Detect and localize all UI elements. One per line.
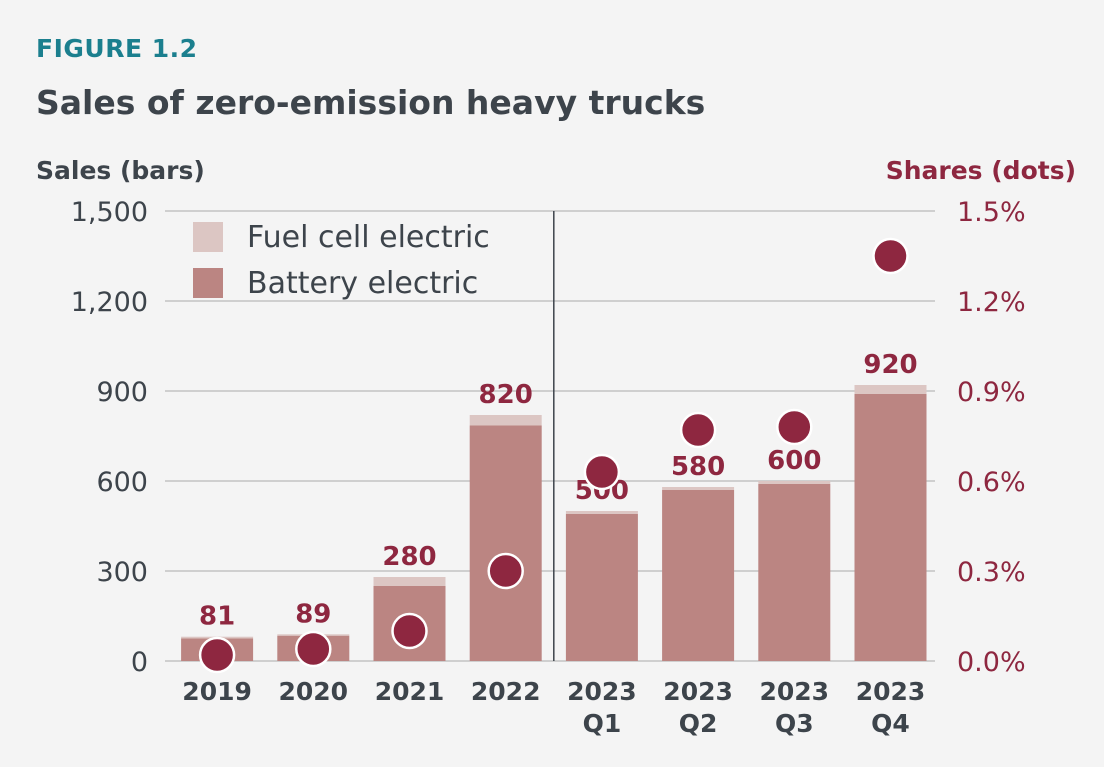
- bar-battery: [758, 484, 831, 661]
- bar-fuel-cell: [758, 481, 831, 484]
- bar-fuel-cell: [854, 385, 927, 394]
- share-dot: [391, 612, 428, 650]
- y-tick-left: 0: [131, 647, 148, 678]
- bar-fuel-cell: [662, 487, 735, 490]
- share-dot: [776, 408, 813, 446]
- y-tick-right: 1.2%: [957, 287, 1026, 318]
- x-tick-label: 2023: [760, 677, 830, 706]
- y-tick-left: 900: [96, 377, 148, 408]
- y-tick-right: 0.3%: [957, 557, 1026, 588]
- y-tick-right: 0.0%: [957, 647, 1026, 678]
- y-tick-left: 1,200: [71, 287, 148, 318]
- x-tick-label: 2021: [375, 677, 445, 706]
- bar-battery: [854, 394, 927, 661]
- x-tick-label: 2023: [856, 677, 926, 706]
- value-label: 280: [382, 542, 436, 572]
- x-tick-label: Q2: [679, 709, 718, 738]
- value-label: 580: [671, 452, 725, 482]
- bar-battery: [469, 425, 542, 661]
- legend-item-battery: Battery electric: [193, 260, 490, 306]
- share-dot: [583, 453, 621, 491]
- bar-fuel-cell: [565, 511, 638, 514]
- x-tick-label: 2023: [663, 677, 733, 706]
- value-label: 600: [767, 446, 821, 476]
- value-label: 89: [295, 599, 331, 629]
- x-tick-label: Q3: [775, 709, 814, 738]
- x-tick-label: Q4: [871, 709, 910, 738]
- right-axis-title: Shares (dots): [885, 156, 1076, 185]
- chart-title: Sales of zero-emission heavy trucks: [36, 83, 706, 122]
- legend-swatch-battery: [193, 268, 223, 298]
- value-label: 920: [863, 350, 917, 380]
- bar-fuel-cell: [469, 415, 542, 426]
- bar-battery: [662, 490, 735, 661]
- share-dot: [679, 411, 717, 449]
- y-tick-left: 1,500: [71, 197, 148, 228]
- y-tick-right: 0.9%: [957, 377, 1026, 408]
- value-label: 81: [199, 602, 235, 632]
- bar-battery: [565, 514, 638, 661]
- share-dot: [198, 636, 236, 674]
- x-tick-label: 2019: [182, 677, 252, 706]
- left-axis-title: Sales (bars): [36, 156, 205, 185]
- x-tick-label: 2022: [471, 677, 541, 706]
- y-tick-right: 1.5%: [957, 197, 1026, 228]
- legend-label-fuel-cell: Fuel cell electric: [247, 219, 490, 255]
- y-tick-right: 0.6%: [957, 467, 1026, 498]
- share-dot: [487, 552, 524, 590]
- y-tick-left: 600: [96, 467, 148, 498]
- value-label: 820: [479, 380, 533, 410]
- bar-fuel-cell: [373, 577, 446, 586]
- share-dot: [872, 237, 909, 275]
- legend-label-battery: Battery electric: [247, 265, 479, 301]
- y-tick-left: 300: [96, 557, 148, 588]
- legend-swatch-fuel-cell: [193, 222, 223, 252]
- legend-item-fuel-cell: Fuel cell electric: [193, 214, 490, 260]
- x-tick-label: Q1: [583, 709, 622, 738]
- x-tick-label: 2023: [567, 677, 637, 706]
- share-dot: [295, 630, 332, 668]
- legend: Fuel cell electric Battery electric: [193, 214, 490, 306]
- figure-label: FIGURE 1.2: [36, 34, 198, 63]
- x-tick-label: 2020: [279, 677, 349, 706]
